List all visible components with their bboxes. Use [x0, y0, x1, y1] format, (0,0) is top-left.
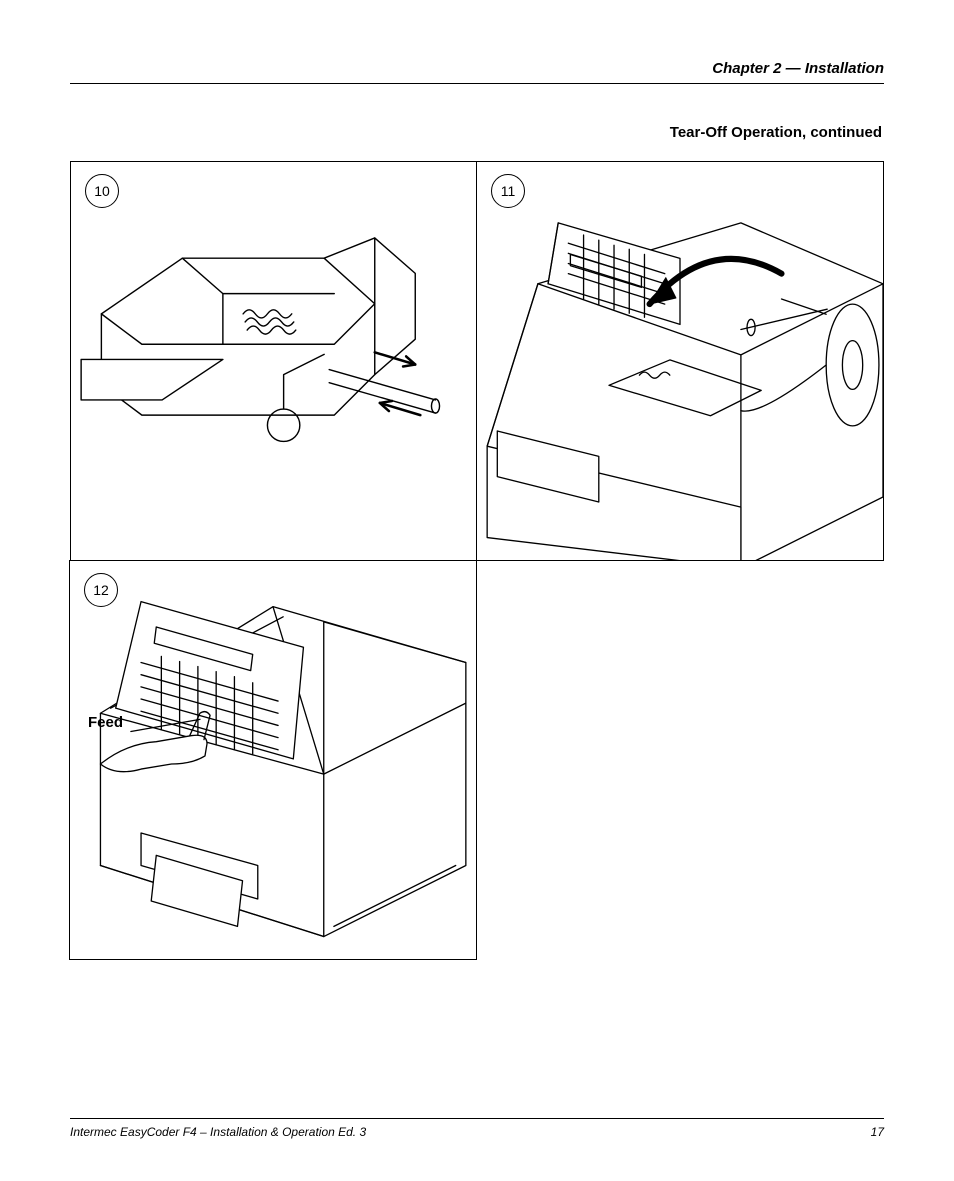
footer-page-number: 17 [871, 1125, 884, 1139]
footer-doc-title: Intermec EasyCoder F4 – Installation & O… [70, 1125, 366, 1139]
step-number-12: 12 [84, 573, 118, 607]
section-title: Tear-Off Operation, continued [70, 124, 884, 141]
illustration-step-11 [477, 162, 883, 561]
footer-rule [70, 1118, 884, 1119]
panel-empty [477, 561, 884, 960]
feed-button-label: Feed [88, 714, 123, 731]
page-footer: Intermec EasyCoder F4 – Installation & O… [70, 1118, 884, 1139]
illustration-step-10 [71, 162, 476, 561]
panel-grid: 10 [70, 161, 884, 960]
step-number-10: 10 [85, 174, 119, 208]
panel-step-11: 11 [476, 161, 884, 561]
panel-step-10: 10 [70, 161, 477, 561]
page: Chapter 2 — Installation Tear-Off Operat… [0, 0, 954, 1181]
illustration-step-12 [70, 561, 476, 960]
panel-step-12: 12 Feed [69, 560, 477, 960]
header-rule [70, 83, 884, 84]
step-number-11: 11 [491, 174, 525, 208]
running-header: Chapter 2 — Installation [70, 60, 884, 77]
